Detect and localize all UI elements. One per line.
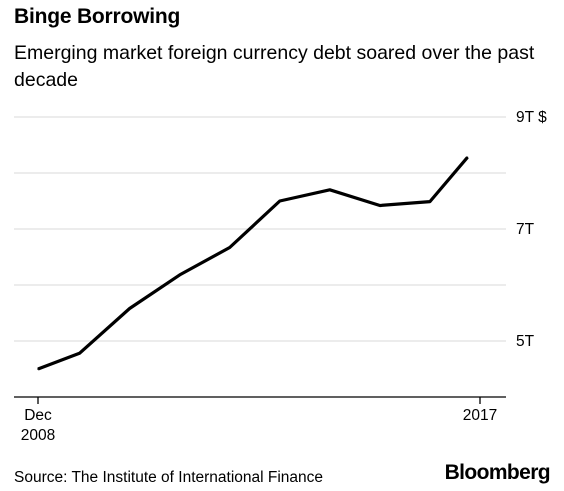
y-tick-label: 9T $ [516,109,547,126]
data-point [429,200,431,203]
data-point [466,156,469,159]
data-point [329,189,331,191]
data-point [178,274,181,276]
chart-subtitle: Emerging market foreign currency debt so… [14,42,535,91]
data-point [379,204,381,207]
data-point [278,200,281,202]
x-tick-label: 2017 [463,407,497,424]
source-note: Source: The Institute of International F… [14,469,324,486]
data-point [228,246,231,249]
series-line [37,156,469,371]
line-chart: 5T 7T 9T $ Dec 2008 2017 [14,109,547,444]
data-point [78,352,81,355]
data-point [128,307,131,310]
x-axis: Dec 2008 2017 [14,396,506,444]
data-point [37,368,39,370]
gridlines [14,116,506,342]
y-axis-tick-labels: 5T 7T 9T $ [516,109,547,350]
chart-title: Binge Borrowing [14,5,181,28]
series-group [37,156,469,371]
x-tick-label: Dec 2008 [21,407,55,444]
y-tick-label: 5T [516,333,535,350]
y-tick-label: 7T [516,221,535,238]
bloomberg-logo: Bloomberg [444,461,551,484]
